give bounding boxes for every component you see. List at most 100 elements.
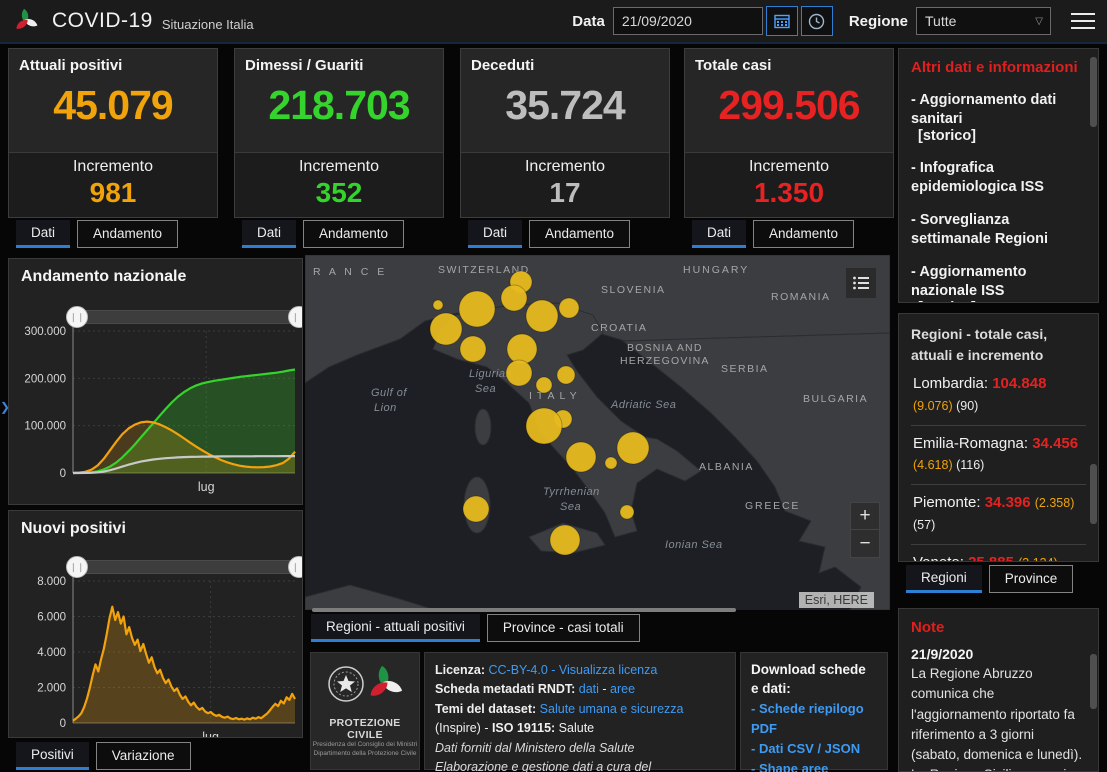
slider-track[interactable]: [77, 560, 299, 574]
metadata-line: Scheda metadati RNDT: dati - aree: [435, 680, 725, 699]
svg-text:ITALY: ITALY: [529, 390, 582, 402]
increment-label: Incremento: [72, 158, 154, 175]
protezione-civile-logo-box: PROTEZIONE CIVILE Presidenza del Consigl…: [310, 652, 420, 770]
region-name: Piemonte:: [913, 494, 985, 511]
nuovi-positivi-title: Nuovi positivi: [21, 520, 126, 537]
aree-link[interactable]: aree: [610, 682, 636, 697]
increment-value: 352: [315, 177, 363, 208]
svg-text:ALBANIA: ALBANIA: [699, 461, 754, 473]
nuovi-positivi-tabs: Positivi Variazione: [16, 742, 191, 770]
license-link[interactable]: CC-BY-4.0: [488, 663, 548, 677]
menu-button[interactable]: [1071, 8, 1095, 34]
svg-text:SERBIA: SERBIA: [721, 363, 769, 375]
region-row[interactable]: Veneto: 25.885 (3.134) (103): [911, 545, 1086, 562]
salute-link[interactable]: Salute umana e sicurezza: [539, 701, 684, 716]
svg-text:4.000: 4.000: [37, 647, 66, 659]
card-value: 35.724: [505, 82, 625, 128]
svg-text:0: 0: [60, 718, 66, 730]
note-text: La Regione Abruzzo comunica che l'aggior…: [911, 666, 1083, 771]
tab-dati[interactable]: Dati: [692, 220, 747, 248]
card-title: Totale casi: [695, 57, 772, 74]
nuovi-range-slider[interactable]: ❘❘ ❘❘: [66, 556, 302, 578]
themes-line: Temi del dataset: Salute umana e sicurez…: [435, 700, 725, 739]
slider-handle-left[interactable]: ❘❘: [66, 306, 88, 328]
info-link[interactable]: - Sorveglianza settimanale Regioni: [911, 212, 1048, 247]
note-panel-scrollbar[interactable]: [1090, 654, 1097, 709]
license-label: Licenza:: [435, 663, 489, 677]
region-current: (9.076): [913, 398, 957, 413]
download-link[interactable]: - Dati CSV / JSON: [751, 741, 861, 757]
slider-handle-right[interactable]: ❘❘: [288, 306, 302, 328]
dash: -: [547, 663, 559, 677]
expand-panel-chevron-icon[interactable]: ❯: [0, 400, 11, 414]
map-legend-button[interactable]: [846, 268, 876, 298]
region-row[interactable]: Piemonte: 34.396 (2.358) (57): [911, 485, 1086, 545]
tab-positivi[interactable]: Positivi: [16, 742, 89, 770]
svg-text:8.000: 8.000: [37, 576, 66, 588]
info-link-sub[interactable]: [storico]: [911, 300, 1086, 302]
region-increment: (116): [956, 458, 985, 473]
logo-subtitle-1: Presidenza del Consiglio dei Ministri: [312, 741, 418, 748]
regions-panel: Regioni - totale casi, attuali e increme…: [898, 313, 1099, 562]
slider-track[interactable]: [77, 310, 299, 324]
chevron-down-icon: ▽: [1035, 16, 1043, 27]
tab-regioni-attuali-positivi[interactable]: Regioni - attuali positivi: [311, 614, 480, 642]
download-link[interactable]: - Schede riepilogo PDF: [751, 700, 864, 736]
view-license-link[interactable]: Visualizza licenza: [558, 663, 658, 677]
italy-map[interactable]: Ligurian Sea Gulf of Lion Adriatic Sea Tyrrhe…: [304, 254, 891, 611]
svg-text:2.000: 2.000: [37, 683, 66, 695]
tab-andamento[interactable]: Andamento: [753, 220, 855, 248]
svg-text:HERZEGOVINA: HERZEGOVINA: [620, 355, 710, 367]
tab-variazione[interactable]: Variazione: [95, 742, 191, 770]
region-total: 104.848: [992, 375, 1047, 392]
tab-province[interactable]: Province: [988, 565, 1074, 593]
repubblica-emblem-icon: [328, 666, 364, 702]
region-name: Veneto:: [913, 553, 969, 562]
tab-andamento[interactable]: Andamento: [529, 220, 631, 248]
region-select[interactable]: Tutte ▽: [916, 7, 1051, 35]
tab-dati[interactable]: Dati: [16, 220, 71, 248]
logo-subtitle-2: Dipartimento della Protezione Civile: [313, 749, 417, 757]
svg-text:BULGARIA: BULGARIA: [803, 393, 868, 405]
card-title: Dimessi / Guariti: [245, 57, 364, 74]
zoom-out-button[interactable]: −: [859, 532, 871, 554]
slider-handle-left[interactable]: ❘❘: [66, 556, 88, 578]
note-date: 21/9/2020: [911, 646, 974, 662]
region-label: Regione: [848, 12, 908, 30]
region-select-value: Tutte: [925, 13, 957, 29]
info-link[interactable]: - Infografica epidemiologica ISS: [911, 160, 1044, 195]
info-panel-scrollbar[interactable]: [1090, 57, 1097, 127]
region-increment: (57): [913, 517, 936, 532]
region-row[interactable]: Lombardia: 104.848 (9.076) (90): [911, 366, 1086, 426]
dati-link[interactable]: dati: [578, 682, 599, 697]
andamento-range-slider[interactable]: ❘❘ ❘❘: [66, 306, 302, 328]
regions-panel-scrollbar[interactable]: [1090, 464, 1097, 524]
slider-handle-right[interactable]: ❘❘: [288, 556, 302, 578]
svg-text:Tyrrhenian: Tyrrhenian: [543, 486, 600, 498]
app-subtitle: Situazione Italia: [161, 16, 254, 32]
info-link-sub[interactable]: [storico]: [918, 128, 976, 145]
region-total: 34.396: [984, 494, 1035, 511]
map-horizontal-scrollbar[interactable]: [312, 608, 736, 612]
tab-province-casi-totali[interactable]: Province - casi totali: [486, 614, 640, 642]
calendar-button[interactable]: [765, 6, 798, 36]
tab-dati[interactable]: Dati: [242, 220, 297, 248]
tab-andamento[interactable]: Andamento: [77, 220, 179, 248]
tab-regioni[interactable]: Regioni: [906, 565, 982, 593]
date-input[interactable]: [612, 7, 763, 35]
svg-text:SWITZERLAND: SWITZERLAND: [438, 264, 530, 276]
clock-icon: [809, 13, 825, 29]
download-link[interactable]: - Shape aree: [751, 761, 829, 772]
svg-text:300.000: 300.000: [24, 326, 66, 338]
app-header: COVID-19 Situazione Italia Data Regione …: [0, 0, 1107, 44]
zoom-in-button[interactable]: +: [851, 503, 879, 530]
time-button[interactable]: [800, 6, 833, 36]
info-link[interactable]: - Aggiornamento nazionale ISS: [911, 264, 1027, 299]
region-row[interactable]: Emilia-Romagna: 34.456 (4.618) (116): [911, 426, 1086, 485]
card-value: 45.079: [53, 82, 173, 128]
iso-label: ISO 19115:: [491, 721, 556, 736]
region-name: Lombardia:: [913, 375, 993, 392]
tab-dati[interactable]: Dati: [468, 220, 523, 248]
tab-andamento[interactable]: Andamento: [303, 220, 405, 248]
info-link[interactable]: - Aggiornamento dati sanitari: [911, 92, 1057, 127]
